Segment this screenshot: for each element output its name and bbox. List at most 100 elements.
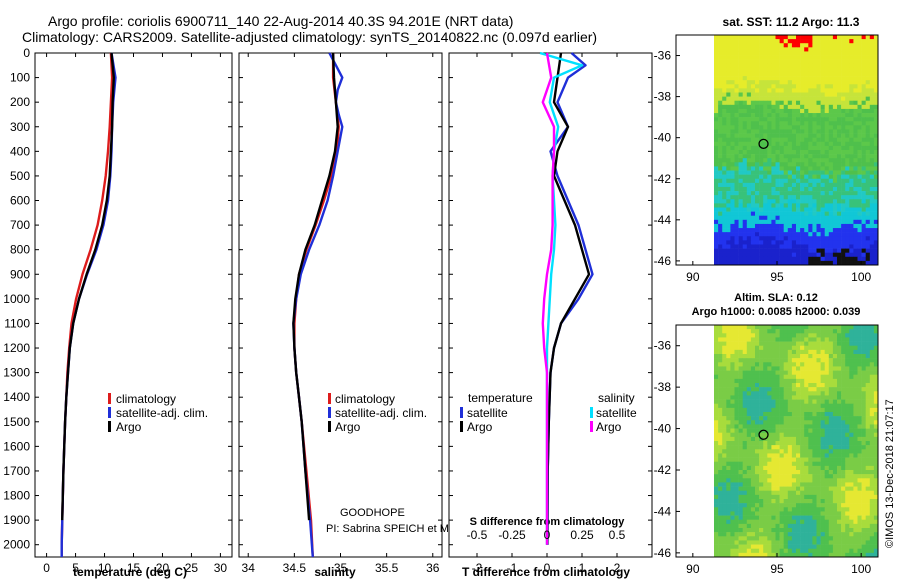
map-cell [755,337,760,342]
map-cell [791,325,797,330]
map-cell [722,528,727,533]
map-cell [738,370,743,376]
map-cell [742,441,748,446]
map-cell [808,465,813,471]
map-cell [812,186,817,192]
series-line-t-argo [546,52,591,545]
map-cell [828,256,834,262]
map-cell [742,88,748,93]
map-cell [808,76,813,81]
map-cell [812,424,817,429]
map-cell [726,441,731,446]
map-cell [841,125,846,130]
map-cell [816,43,821,48]
map-cell [787,248,793,253]
map-cell [873,503,879,508]
map-cell [800,195,805,200]
map-cell [734,387,739,392]
map-cell [730,548,735,554]
difference-panel: temperature salinity satellite Argo sate… [448,51,653,579]
map-cell [816,203,821,208]
map-cell [746,465,752,471]
map-x-tick-label: 100 [851,270,871,284]
map-cell [857,137,862,143]
map-cell [845,39,850,44]
map-cell [849,515,854,521]
map-cell [783,76,789,81]
map-cell [779,178,784,184]
map-cell [812,260,817,266]
map-cell [857,540,862,545]
map-cell [726,378,731,384]
map-cell [718,211,723,217]
map-cell [816,248,821,253]
map-cell [853,133,858,138]
map-cell [734,47,739,52]
map-cell [845,260,850,266]
map-cell [722,186,727,192]
map-cell [730,158,735,163]
map-cell [857,499,862,504]
map-cell [771,191,776,196]
map-cell [730,325,735,330]
map-cell [865,100,871,106]
map-cell [845,453,850,458]
map-cell [714,55,719,60]
map-cell [828,113,834,118]
map-cell [820,345,825,351]
map-cell [771,154,776,159]
map-cell [841,84,846,89]
map-cell [791,441,797,446]
map-cell [857,207,862,212]
map-cell [755,240,760,245]
map-cell [771,178,776,184]
map-cell [808,366,813,371]
map-cell [857,174,862,180]
map-cell [722,532,727,537]
map-cell [791,129,797,134]
map-cell [857,490,862,496]
s-axis-label: salinity [314,565,356,579]
map-cell [800,35,805,40]
map-cell [828,67,834,73]
map-cell [849,47,854,52]
map-cell [783,39,789,44]
map-cell [755,117,760,122]
map-cell [796,416,801,421]
map-cell [824,515,830,521]
map-cell [796,333,801,338]
map-cell [791,260,797,266]
map-cell [845,486,850,492]
map-cell [828,536,834,541]
map-cell [759,453,764,458]
map-cell [714,252,719,258]
map-cell [861,420,866,425]
map-cell [763,383,768,388]
map-cell [722,166,727,171]
map-cell [746,121,752,126]
map-cell [783,207,789,212]
map-cell [714,511,719,516]
map-cell [816,59,821,65]
map-cell [820,182,825,188]
map-cell [722,215,727,221]
map-cell [804,252,809,258]
map-cell [816,378,821,384]
map-cell [722,420,727,425]
map-cell [718,76,723,81]
map-cell [828,162,834,167]
map-cell [816,158,821,163]
map-cell [828,133,834,138]
map-cell [783,154,789,159]
map-cell [841,325,846,330]
map-cell [845,337,850,342]
map-cell [845,378,850,384]
map-cell [832,104,838,110]
s-legend-argo: Argo [335,420,361,434]
map-cell [738,416,743,421]
map-cell [820,195,825,200]
y-tick-label: 2000 [3,538,30,552]
map-cell [767,436,772,442]
map-cell [726,548,731,554]
map-cell [791,158,797,163]
